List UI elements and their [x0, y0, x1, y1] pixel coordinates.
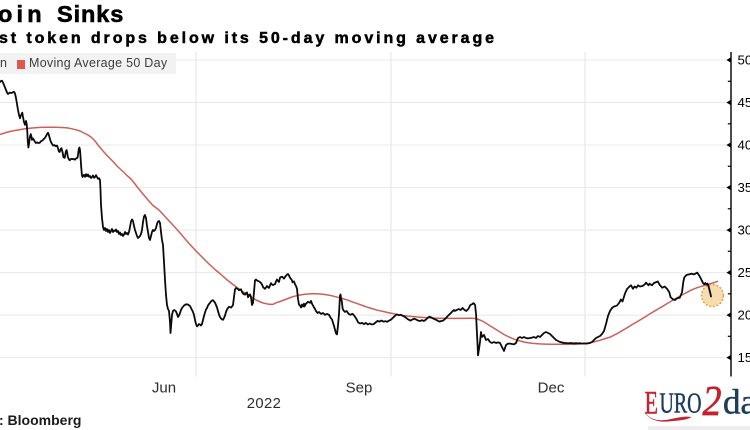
- svg-text:2: 2: [703, 379, 722, 425]
- svg-text:40: 40: [738, 138, 750, 153]
- svg-text:15: 15: [738, 350, 750, 365]
- svg-text:Sep: Sep: [346, 380, 373, 397]
- svg-text:45: 45: [738, 95, 750, 110]
- svg-text:35: 35: [738, 180, 750, 195]
- svg-text:E: E: [645, 386, 659, 422]
- svg-text:URO: URO: [660, 389, 702, 420]
- svg-text:50: 50: [738, 53, 750, 68]
- svg-text:25: 25: [738, 265, 750, 280]
- svg-text:Jun: Jun: [152, 380, 176, 397]
- svg-text:30: 30: [738, 223, 750, 238]
- svg-text:da: da: [723, 383, 750, 422]
- svg-text:20: 20: [738, 308, 750, 323]
- svg-text:Dec: Dec: [538, 380, 565, 397]
- svg-text:2022: 2022: [247, 396, 282, 412]
